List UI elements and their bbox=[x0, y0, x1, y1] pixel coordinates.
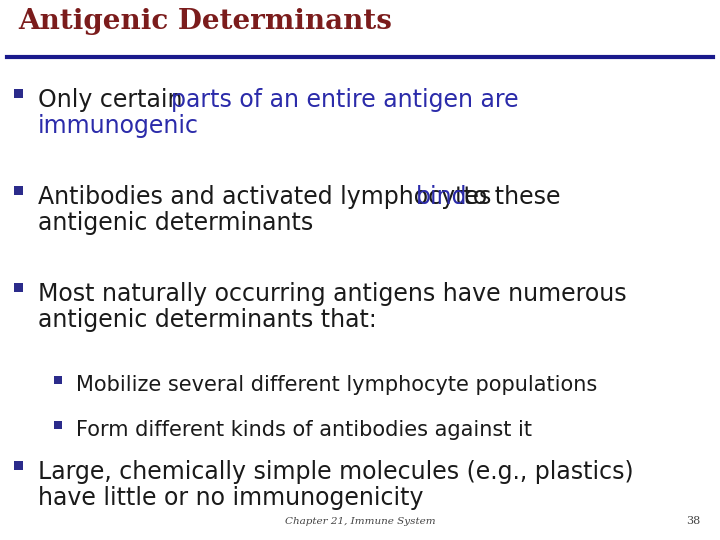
Bar bbox=[54, 376, 62, 384]
Text: bind: bind bbox=[415, 185, 467, 209]
Text: Antigenic Determinants: Antigenic Determinants bbox=[18, 8, 392, 35]
Text: antigenic determinants that:: antigenic determinants that: bbox=[38, 308, 377, 332]
Text: Chapter 21, Immune System: Chapter 21, Immune System bbox=[284, 517, 436, 526]
Text: to these: to these bbox=[456, 185, 561, 209]
Bar bbox=[14, 90, 22, 98]
Bar bbox=[14, 284, 22, 293]
Bar bbox=[14, 462, 22, 470]
Text: have little or no immunogenicity: have little or no immunogenicity bbox=[38, 486, 423, 510]
Text: Antibodies and activated lymphocytes: Antibodies and activated lymphocytes bbox=[38, 185, 499, 209]
Text: antigenic determinants: antigenic determinants bbox=[38, 211, 313, 235]
Text: Mobilize several different lymphocyte populations: Mobilize several different lymphocyte po… bbox=[76, 375, 598, 395]
Text: Large, chemically simple molecules (e.g., plastics): Large, chemically simple molecules (e.g.… bbox=[38, 460, 634, 484]
Text: Only certain: Only certain bbox=[38, 88, 190, 112]
Text: parts of an entire antigen are: parts of an entire antigen are bbox=[171, 88, 518, 112]
Bar bbox=[54, 421, 62, 429]
Text: 38: 38 bbox=[685, 516, 700, 526]
Text: Most naturally occurring antigens have numerous: Most naturally occurring antigens have n… bbox=[38, 282, 626, 306]
Bar bbox=[14, 186, 22, 195]
Text: immunogenic: immunogenic bbox=[38, 114, 199, 138]
Text: Form different kinds of antibodies against it: Form different kinds of antibodies again… bbox=[76, 420, 532, 440]
